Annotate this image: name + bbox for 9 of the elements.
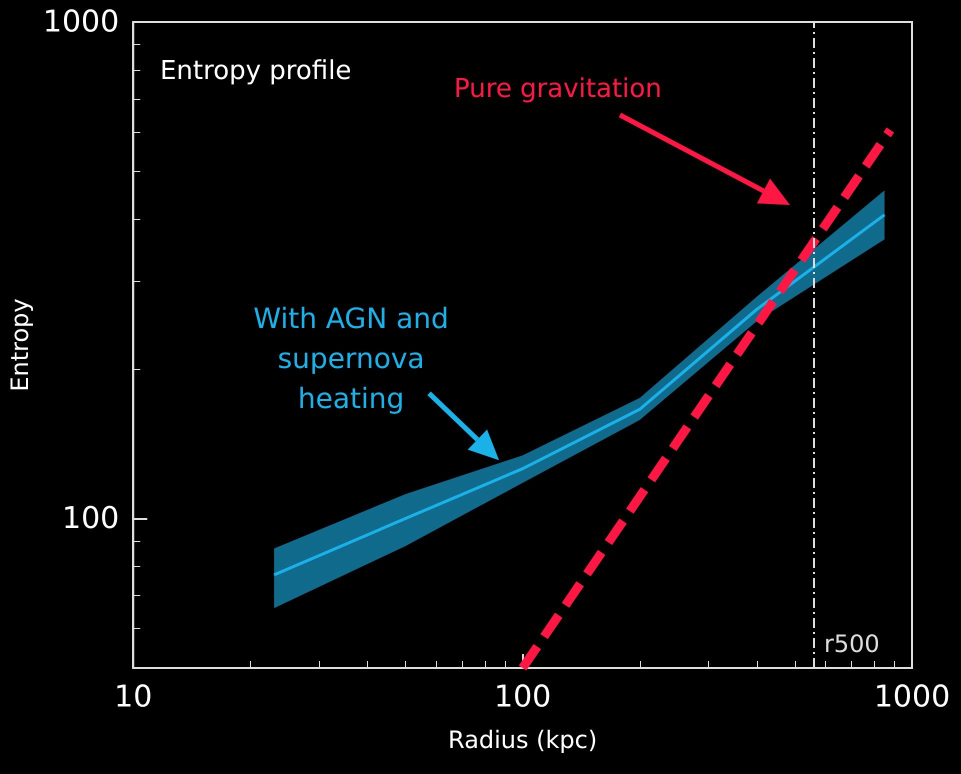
x-tick-label: 10 — [114, 680, 152, 714]
annotation: Entropy profile — [160, 56, 352, 86]
ref-line-label: r500 — [824, 630, 880, 658]
x-tick-label: 1000 — [874, 680, 950, 714]
y-axis-title: Entropy — [6, 298, 34, 392]
x-tick-label: 100 — [494, 680, 552, 714]
x-axis-title: Radius (kpc) — [448, 726, 598, 754]
annotation: Pure gravitation — [454, 74, 662, 104]
annotation: With AGN and supernova heating — [253, 302, 449, 415]
